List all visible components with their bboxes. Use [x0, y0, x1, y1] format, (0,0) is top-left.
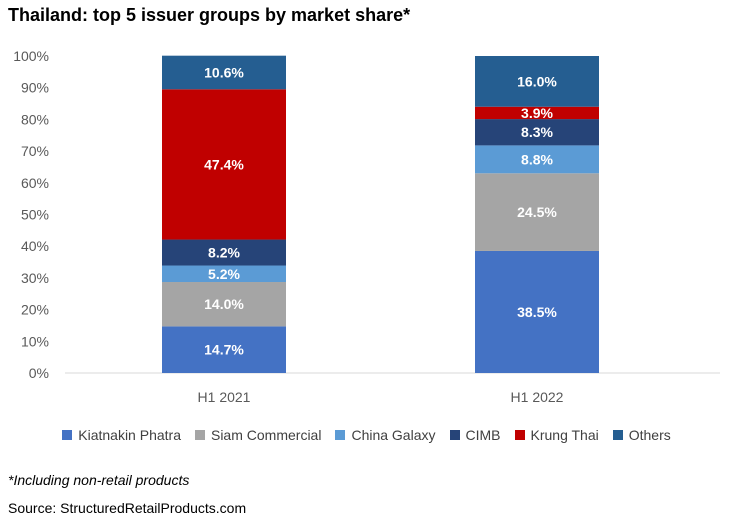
y-tick-label: 90%	[21, 80, 49, 96]
bar-segment	[475, 106, 599, 120]
legend-swatch	[449, 430, 460, 440]
bar-segment	[162, 265, 286, 283]
stacked-bar-chart: 0% 10% 20% 30% 40% 50% 60% 70% 80% 90% 100% 14.7% 14…	[13, 48, 720, 405]
y-tick-label: 10%	[21, 333, 49, 349]
legend-label: Siam Commercial	[210, 427, 322, 443]
bar-segment	[475, 119, 599, 146]
y-tick-label: 70%	[21, 143, 49, 159]
source-text: Source: StructuredRetailProducts.com	[8, 500, 247, 516]
y-tick-label: 30%	[21, 270, 49, 286]
y-tick-label: 40%	[21, 238, 49, 254]
y-tick-label: 50%	[21, 207, 49, 223]
bar-segment	[162, 282, 286, 327]
data-label: 14.0%	[204, 296, 244, 312]
legend-label: China Galaxy	[351, 427, 436, 443]
legend: Kiatnakin Phatra Siam Commercial China Gal…	[0, 427, 733, 443]
footnote: *Including non-retail products	[8, 472, 190, 488]
y-tick-label: 20%	[21, 302, 49, 318]
legend-item: Others	[612, 427, 671, 443]
data-label: 5.2%	[208, 266, 240, 282]
x-tick-label: H1 2021	[198, 389, 251, 405]
bar-segment	[475, 173, 599, 251]
legend-swatch	[514, 430, 525, 440]
bar-segment	[475, 250, 599, 373]
data-label: 47.4%	[204, 156, 244, 172]
data-label: 14.7%	[204, 342, 244, 358]
legend-label: Krung Thai	[530, 427, 599, 443]
legend-swatch	[194, 430, 205, 440]
legend-label: CIMB	[465, 427, 501, 443]
legend-item: CIMB	[449, 427, 501, 443]
bar-segment	[162, 239, 286, 266]
y-tick-label: 80%	[21, 111, 49, 127]
bar-segment	[475, 56, 599, 107]
legend-item: China Galaxy	[335, 427, 436, 443]
data-label: 8.3%	[521, 124, 553, 140]
data-label: 38.5%	[517, 304, 557, 320]
x-tick-label: H1 2022	[511, 389, 564, 405]
y-tick-label: 100%	[13, 48, 49, 64]
y-tick-label: 60%	[21, 175, 49, 191]
data-label: 10.6%	[204, 64, 244, 80]
y-tick-label: 0%	[29, 365, 49, 381]
data-label: 24.5%	[517, 204, 557, 220]
legend-swatch	[62, 430, 73, 440]
chart-title: Thailand: top 5 issuer groups by market …	[8, 5, 411, 25]
legend-swatch	[335, 430, 346, 440]
bar-segment	[162, 326, 286, 373]
data-label: 8.8%	[521, 151, 553, 167]
data-label: 3.9%	[521, 105, 553, 121]
bar-segment	[162, 55, 286, 90]
legend-item: Kiatnakin Phatra	[62, 427, 181, 443]
data-label: 16.0%	[517, 73, 557, 89]
legend-item: Siam Commercial	[194, 427, 322, 443]
legend-item: Krung Thai	[514, 427, 599, 443]
bar-segment	[475, 145, 599, 174]
data-label: 8.2%	[208, 245, 240, 261]
legend-label: Others	[628, 427, 671, 443]
legend-label: Kiatnakin Phatra	[78, 427, 181, 443]
bar-segment	[162, 89, 286, 240]
legend-swatch	[612, 430, 623, 440]
